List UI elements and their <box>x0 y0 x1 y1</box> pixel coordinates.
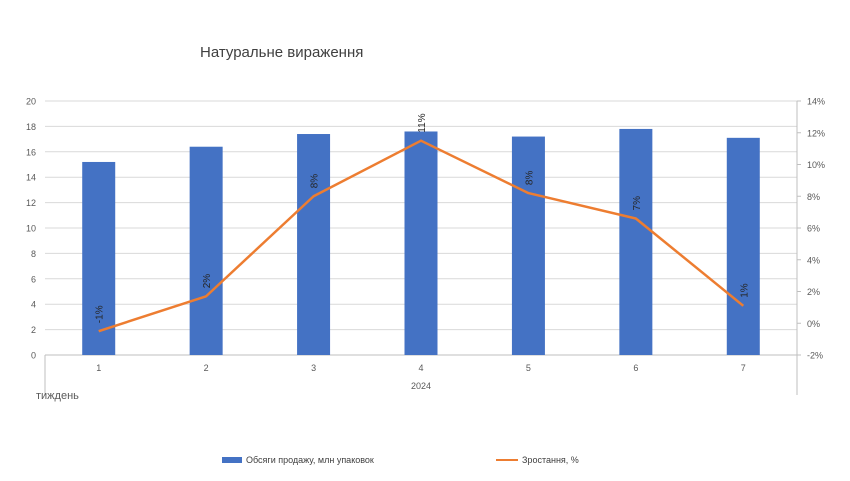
growth-data-label: 7% <box>632 196 643 211</box>
y-right-tick-label: 0% <box>807 319 820 329</box>
y-right-tick-label: 2% <box>807 287 820 297</box>
y-left-tick-label: 16 <box>26 147 36 157</box>
x-tick-label: 7 <box>741 363 746 373</box>
legend-item-bars: Обсяги продажу, млн упаковок <box>222 455 374 465</box>
y-right-tick-label: -2% <box>807 351 823 361</box>
bar-7 <box>726 137 760 355</box>
growth-data-label: -1% <box>95 305 106 323</box>
x-tick-label: 5 <box>526 363 531 373</box>
growth-data-label: 8% <box>310 174 321 189</box>
y-left-tick-label: 10 <box>26 224 36 234</box>
y-left-tick-label: 0 <box>31 351 36 361</box>
bar-6 <box>619 128 653 355</box>
bar-5 <box>511 136 545 355</box>
growth-data-label: 8% <box>524 171 535 186</box>
y-left-tick-label: 18 <box>26 122 36 132</box>
y-left-tick-label: 14 <box>26 173 36 183</box>
x-tick-label: 3 <box>311 363 316 373</box>
y-left-tick-label: 6 <box>31 274 36 284</box>
y-left-tick-label: 20 <box>26 97 36 107</box>
growth-data-label: 1% <box>739 283 750 298</box>
legend-line-label: Зростання, % <box>522 455 579 465</box>
bar-4 <box>404 131 438 355</box>
legend-bar-label: Обсяги продажу, млн упаковок <box>246 455 374 465</box>
x-tick-label: 1 <box>96 363 101 373</box>
x-tick-label: 4 <box>418 363 423 373</box>
chart-title: Натуральне вираження <box>200 44 364 61</box>
y-right-tick-label: 8% <box>807 192 820 202</box>
x-tick-label: 6 <box>633 363 638 373</box>
y-left-tick-label: 12 <box>26 198 36 208</box>
x-axis-title: тиждень <box>36 390 79 402</box>
y-right-tick-label: 10% <box>807 160 825 170</box>
y-right-tick-label: 12% <box>807 128 825 138</box>
y-right-tick-label: 14% <box>807 97 825 107</box>
y-right-tick-label: 4% <box>807 255 820 265</box>
growth-data-label: 2% <box>202 274 213 289</box>
legend-bar-swatch <box>222 457 242 463</box>
x-group-label: 2024 <box>411 381 431 391</box>
y-left-tick-label: 2 <box>31 325 36 335</box>
legend-line-swatch <box>496 459 518 461</box>
y-left-tick-label: 4 <box>31 300 36 310</box>
bar-3 <box>297 134 331 355</box>
bar-2 <box>189 146 223 355</box>
growth-data-label: 11% <box>417 113 428 132</box>
y-right-tick-label: 6% <box>807 224 820 234</box>
legend-item-line: Зростання, % <box>496 455 579 465</box>
bar-1 <box>82 161 116 355</box>
y-left-tick-label: 8 <box>31 249 36 259</box>
x-tick-label: 2 <box>204 363 209 373</box>
growth-line <box>98 139 745 333</box>
